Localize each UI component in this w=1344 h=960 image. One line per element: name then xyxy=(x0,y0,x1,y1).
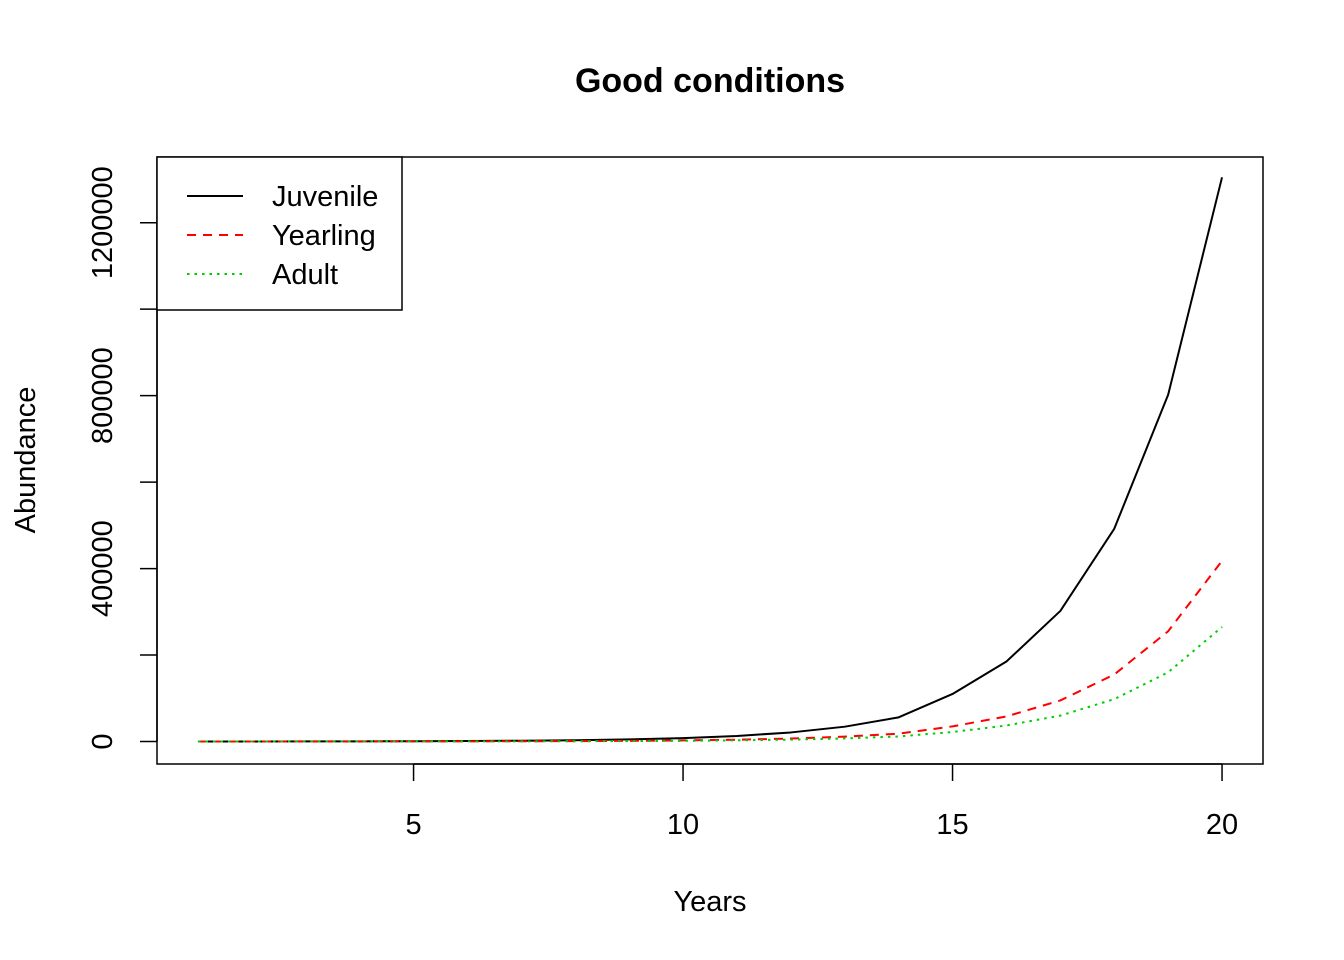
y-tick-label: 400000 xyxy=(87,520,119,617)
legend-label-yearling: Yearling xyxy=(272,220,376,252)
y-tick-label: 0 xyxy=(87,733,119,749)
legend: Juvenile Yearling Adult xyxy=(156,156,403,311)
x-tick-label: 5 xyxy=(405,809,421,841)
legend-label-juvenile: Juvenile xyxy=(272,181,378,213)
y-axis: 0 400000 800000 1200000 xyxy=(87,166,158,750)
y-axis-label: Abundance xyxy=(10,387,42,534)
y-tick-label: 1200000 xyxy=(87,166,119,279)
x-tick-label: 15 xyxy=(936,809,968,841)
x-tick-label: 10 xyxy=(667,809,699,841)
x-axis: 5 10 15 20 xyxy=(405,763,1238,841)
series-line-yearling xyxy=(197,560,1223,743)
y-tick-label: 800000 xyxy=(87,347,119,444)
series-line-juvenile xyxy=(197,177,1224,743)
series-layer xyxy=(197,177,1224,743)
chart-title: Good conditions xyxy=(575,62,845,100)
legend-box xyxy=(156,156,403,311)
legend-label-adult: Adult xyxy=(272,259,338,291)
x-tick-label: 20 xyxy=(1206,809,1238,841)
series-line-adult xyxy=(197,626,1223,743)
x-axis-label: Years xyxy=(673,886,746,918)
